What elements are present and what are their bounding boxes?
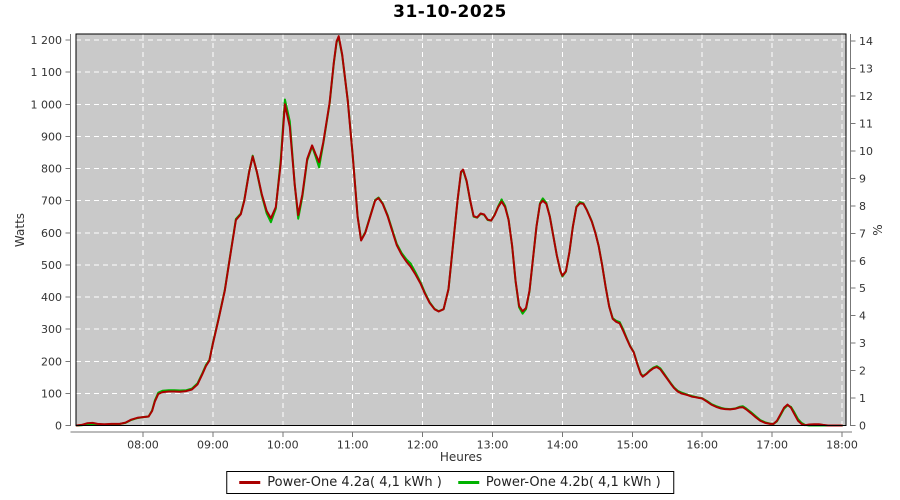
svg-text:6: 6 [859, 255, 866, 268]
svg-text:10:00: 10:00 [267, 439, 299, 452]
svg-text:2: 2 [859, 365, 866, 378]
svg-text:18:00: 18:00 [826, 439, 858, 452]
svg-text:300: 300 [41, 323, 62, 336]
svg-text:13:00: 13:00 [477, 439, 509, 452]
svg-text:1 100: 1 100 [31, 66, 63, 79]
legend-item-series-a: Power-One 4.2a( 4,1 kWh ) [239, 475, 442, 490]
svg-text:400: 400 [41, 291, 62, 304]
svg-text:200: 200 [41, 355, 62, 368]
svg-text:10: 10 [859, 145, 873, 158]
svg-text:0: 0 [859, 420, 866, 433]
svg-text:5: 5 [859, 282, 866, 295]
legend-item-series-b: Power-One 4.2b( 4,1 kWh ) [457, 475, 661, 490]
svg-text:09:00: 09:00 [197, 439, 229, 452]
svg-text:9: 9 [859, 172, 866, 185]
svg-text:13: 13 [859, 63, 873, 76]
x-axis-label-heures: Heures [439, 450, 483, 464]
svg-text:500: 500 [41, 259, 62, 272]
svg-text:17:00: 17:00 [756, 439, 788, 452]
svg-text:14:00: 14:00 [547, 439, 579, 452]
y-axis-label-percent: % [871, 224, 885, 236]
svg-text:16:00: 16:00 [686, 439, 718, 452]
svg-text:12: 12 [859, 90, 873, 103]
svg-text:8: 8 [859, 200, 866, 213]
svg-text:3: 3 [859, 337, 866, 350]
svg-text:12:00: 12:00 [407, 439, 439, 452]
chart-title: 31-10-2025 [393, 2, 507, 22]
series-a-line-swatch [239, 481, 261, 484]
svg-text:14: 14 [859, 35, 873, 48]
legend-label-series-b: Power-One 4.2b( 4,1 kWh ) [485, 475, 661, 490]
svg-text:08:00: 08:00 [127, 439, 159, 452]
svg-text:0: 0 [55, 420, 62, 433]
svg-text:11: 11 [859, 118, 873, 131]
y-axis-label-watts: Watts [13, 212, 27, 248]
svg-text:1 200: 1 200 [31, 34, 63, 47]
legend: Power-One 4.2a( 4,1 kWh ) Power-One 4.2b… [226, 471, 674, 494]
svg-text:900: 900 [41, 130, 62, 143]
svg-text:11:00: 11:00 [337, 439, 369, 452]
svg-text:7: 7 [859, 227, 866, 240]
svg-text:1 000: 1 000 [31, 98, 63, 111]
svg-text:4: 4 [859, 310, 866, 323]
svg-text:600: 600 [41, 227, 62, 240]
svg-text:100: 100 [41, 387, 62, 400]
svg-text:800: 800 [41, 163, 62, 176]
svg-text:1: 1 [859, 392, 866, 405]
series-b-line-swatch [457, 481, 479, 484]
svg-text:15:00: 15:00 [616, 439, 648, 452]
svg-text:700: 700 [41, 195, 62, 208]
legend-label-series-a: Power-One 4.2a( 4,1 kWh ) [267, 475, 442, 490]
